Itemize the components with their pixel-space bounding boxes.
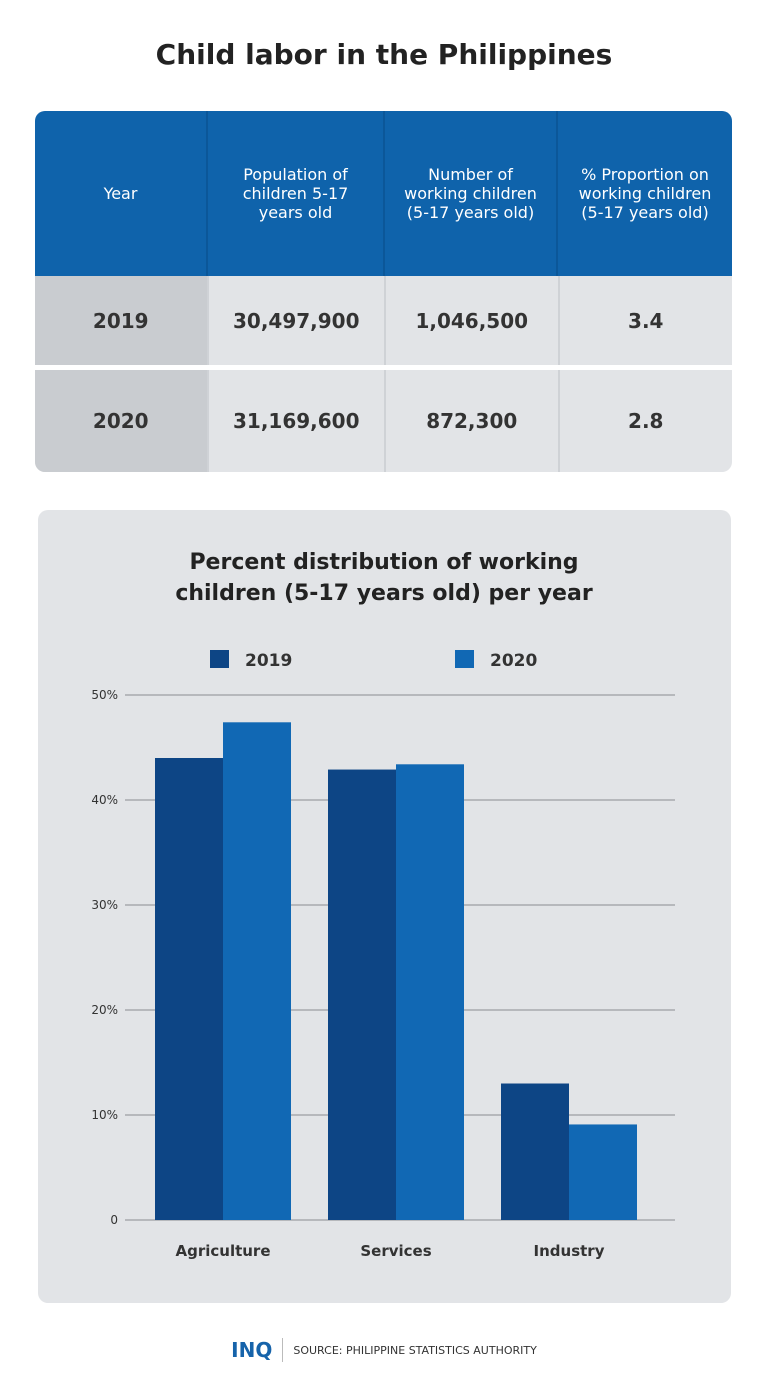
bar-industry-2019	[501, 1083, 569, 1220]
header-population: Population of children 5-17 years old	[208, 111, 385, 276]
data-table: Year Population of children 5-17 years o…	[35, 111, 732, 472]
legend-label: 2020	[490, 651, 537, 671]
header-proportion: % Proportion on working children (5-17 y…	[578, 165, 712, 222]
bar-services-2019	[328, 769, 396, 1220]
cell-population: 30,497,900	[209, 276, 386, 365]
header-working: Number of working children (5-17 years o…	[385, 111, 558, 276]
legend-swatch-2020	[455, 650, 474, 668]
legend-label: 2019	[245, 651, 292, 671]
cell-working: 1,046,500	[386, 276, 560, 365]
y-tick-label: 20%	[91, 1003, 118, 1017]
x-tick-label: Services	[360, 1242, 431, 1260]
legend-swatch-2019	[210, 650, 229, 668]
cell-year: 2020	[35, 370, 209, 472]
bar-industry-2020	[569, 1124, 637, 1220]
header-year: Year	[35, 111, 208, 276]
x-tick-label: Industry	[534, 1242, 605, 1260]
cell-population: 31,169,600	[209, 370, 386, 472]
bar-agriculture-2019	[155, 758, 223, 1220]
cell-working: 872,300	[386, 370, 560, 472]
table-header: Year Population of children 5-17 years o…	[35, 111, 732, 276]
y-tick-label: 40%	[91, 793, 118, 807]
y-tick-label: 30%	[91, 898, 118, 912]
source-text: SOURCE: PHILIPPINE STATISTICS AUTHORITY	[293, 1343, 537, 1357]
cell-proportion: 2.8	[628, 409, 664, 433]
table-row: 2020 31,169,600 872,300 2.8	[35, 370, 732, 472]
page-title: Child labor in the Philippines	[155, 38, 613, 71]
inq-logo: INQ	[231, 1338, 284, 1362]
bar-agriculture-2020	[223, 722, 291, 1220]
y-tick-label: 50%	[91, 688, 118, 702]
bar-services-2020	[396, 764, 464, 1220]
y-tick-label: 0	[110, 1213, 118, 1227]
x-tick-label: Agriculture	[175, 1242, 270, 1260]
cell-proportion: 3.4	[628, 308, 664, 333]
cell-year: 2019	[35, 276, 209, 365]
row-divider	[35, 365, 732, 370]
y-tick-label: 10%	[91, 1108, 118, 1122]
chart-title: Percent distribution of working children…	[175, 550, 593, 606]
table-row: 2019 30,497,900 1,046,500 3.4	[35, 276, 732, 365]
footer: INQ SOURCE: PHILIPPINE STATISTICS AUTHOR…	[0, 1338, 768, 1362]
